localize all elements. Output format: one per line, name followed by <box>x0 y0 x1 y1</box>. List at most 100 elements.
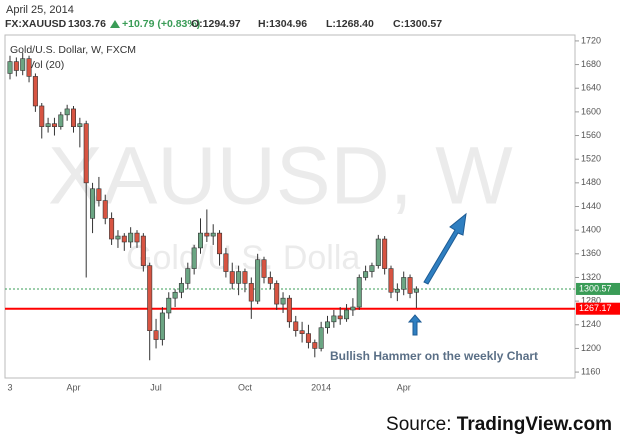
candle-body <box>26 58 32 77</box>
y-tick-label: 1560 <box>581 130 601 140</box>
price-label-box <box>576 282 620 295</box>
candle-body <box>204 232 210 237</box>
arrow-diagonal <box>423 212 467 285</box>
candle-body <box>369 265 375 272</box>
candle-body <box>185 268 191 284</box>
candle-body <box>280 297 286 305</box>
candle-body <box>102 200 108 219</box>
candle-body <box>96 188 102 201</box>
watermark: XAUUSD, W <box>48 131 513 222</box>
candle-body <box>261 259 267 278</box>
watermark-sub: Gold/U.S. Dolla <box>126 239 360 277</box>
candle-body <box>159 312 165 340</box>
low: L:1268.40 <box>326 18 374 30</box>
x-tick-label: 3 <box>7 382 12 392</box>
price-label: 1300.57 <box>579 283 612 293</box>
candle-body <box>64 108 70 116</box>
candle-body <box>115 235 121 240</box>
candle-body <box>51 123 57 127</box>
date: April 25, 2014 <box>6 4 74 16</box>
close: C:1300.57 <box>393 18 442 30</box>
price-label-box <box>576 302 620 315</box>
y-tick-label: 1480 <box>581 177 601 187</box>
candle-body <box>242 271 248 284</box>
candle-body <box>109 218 115 240</box>
candle-body <box>178 283 184 293</box>
annotation: Bullish Hammer on the weekly Chart <box>330 349 538 363</box>
candle-body <box>394 288 400 293</box>
candle-body <box>32 76 38 107</box>
candle-body <box>337 315 343 320</box>
y-tick-label: 1600 <box>581 106 601 116</box>
candle-body <box>363 271 369 278</box>
candle-body <box>153 330 159 340</box>
source-label: Source: <box>386 414 451 435</box>
watermark-group: XAUUSD, W Gold/U.S. Dolla <box>48 131 513 277</box>
price: 1303.76 <box>68 18 106 30</box>
candle-body <box>236 271 242 284</box>
y-tick-label: 1520 <box>581 154 601 164</box>
candle-body <box>166 297 172 314</box>
candle-body <box>121 235 127 243</box>
x-tick-label: Apr <box>397 382 411 392</box>
candle-body <box>20 58 26 71</box>
candle-body <box>293 321 299 331</box>
open: O:1294.97 <box>191 18 241 30</box>
candle-body <box>350 306 356 311</box>
y-tick-label: 1400 <box>581 225 601 235</box>
candle-body <box>413 288 419 293</box>
candle-body <box>375 238 381 266</box>
candle-body <box>324 321 330 329</box>
y-tick-label: 1160 <box>581 366 600 376</box>
candle-body <box>407 277 413 294</box>
x-tick-label: Oct <box>238 382 253 392</box>
chart-subtitle: Vol (20) <box>28 59 64 71</box>
x-tick-label: Apr <box>66 382 80 392</box>
candle-body <box>274 283 280 305</box>
candle-body <box>299 330 305 334</box>
candle-body <box>39 105 45 127</box>
candle-body <box>58 114 64 127</box>
candle-body <box>128 232 134 243</box>
y-tick-label: 1280 <box>581 295 601 305</box>
candle-body <box>286 297 292 323</box>
candle-body <box>147 265 153 331</box>
candle-body <box>388 268 394 293</box>
candle-body <box>318 327 324 349</box>
symbol: FX:XAUUSD <box>5 18 67 30</box>
candle-body <box>90 188 96 219</box>
x-tick-label: 2014 <box>311 382 331 392</box>
candle-body <box>45 123 51 127</box>
candle-body <box>382 238 388 269</box>
candle-body <box>223 253 229 272</box>
candle-body <box>229 271 235 284</box>
chart-title: Gold/U.S. Dollar, W, FXCM <box>10 44 136 56</box>
candle-body <box>198 232 204 249</box>
candle-body <box>140 235 146 266</box>
y-tick-label: 1440 <box>581 201 601 211</box>
y-tick-label: 1200 <box>581 343 601 353</box>
candle-body <box>83 123 89 184</box>
candle-body <box>401 277 407 290</box>
candle-body <box>356 277 362 308</box>
candle-body <box>134 232 140 243</box>
candle-body <box>344 309 350 320</box>
y-tick-label: 1240 <box>581 319 601 329</box>
candle-body <box>191 247 197 269</box>
candle-body <box>172 291 178 299</box>
price-label: 1267.17 <box>579 303 612 313</box>
candle-body <box>331 315 337 323</box>
candle-body <box>77 123 83 127</box>
candle-body <box>255 259 261 302</box>
candle-body <box>305 333 311 343</box>
up-triangle <box>110 20 120 28</box>
y-tick-label: 1680 <box>581 59 601 69</box>
y-tick-label: 1320 <box>581 272 601 282</box>
candle-body <box>267 277 273 284</box>
high: H:1304.96 <box>258 18 307 30</box>
candle-body <box>217 232 223 255</box>
y-tick-label: 1360 <box>581 248 601 258</box>
candle-body <box>210 232 216 237</box>
change: +10.79 (+0.83%) <box>122 18 200 30</box>
